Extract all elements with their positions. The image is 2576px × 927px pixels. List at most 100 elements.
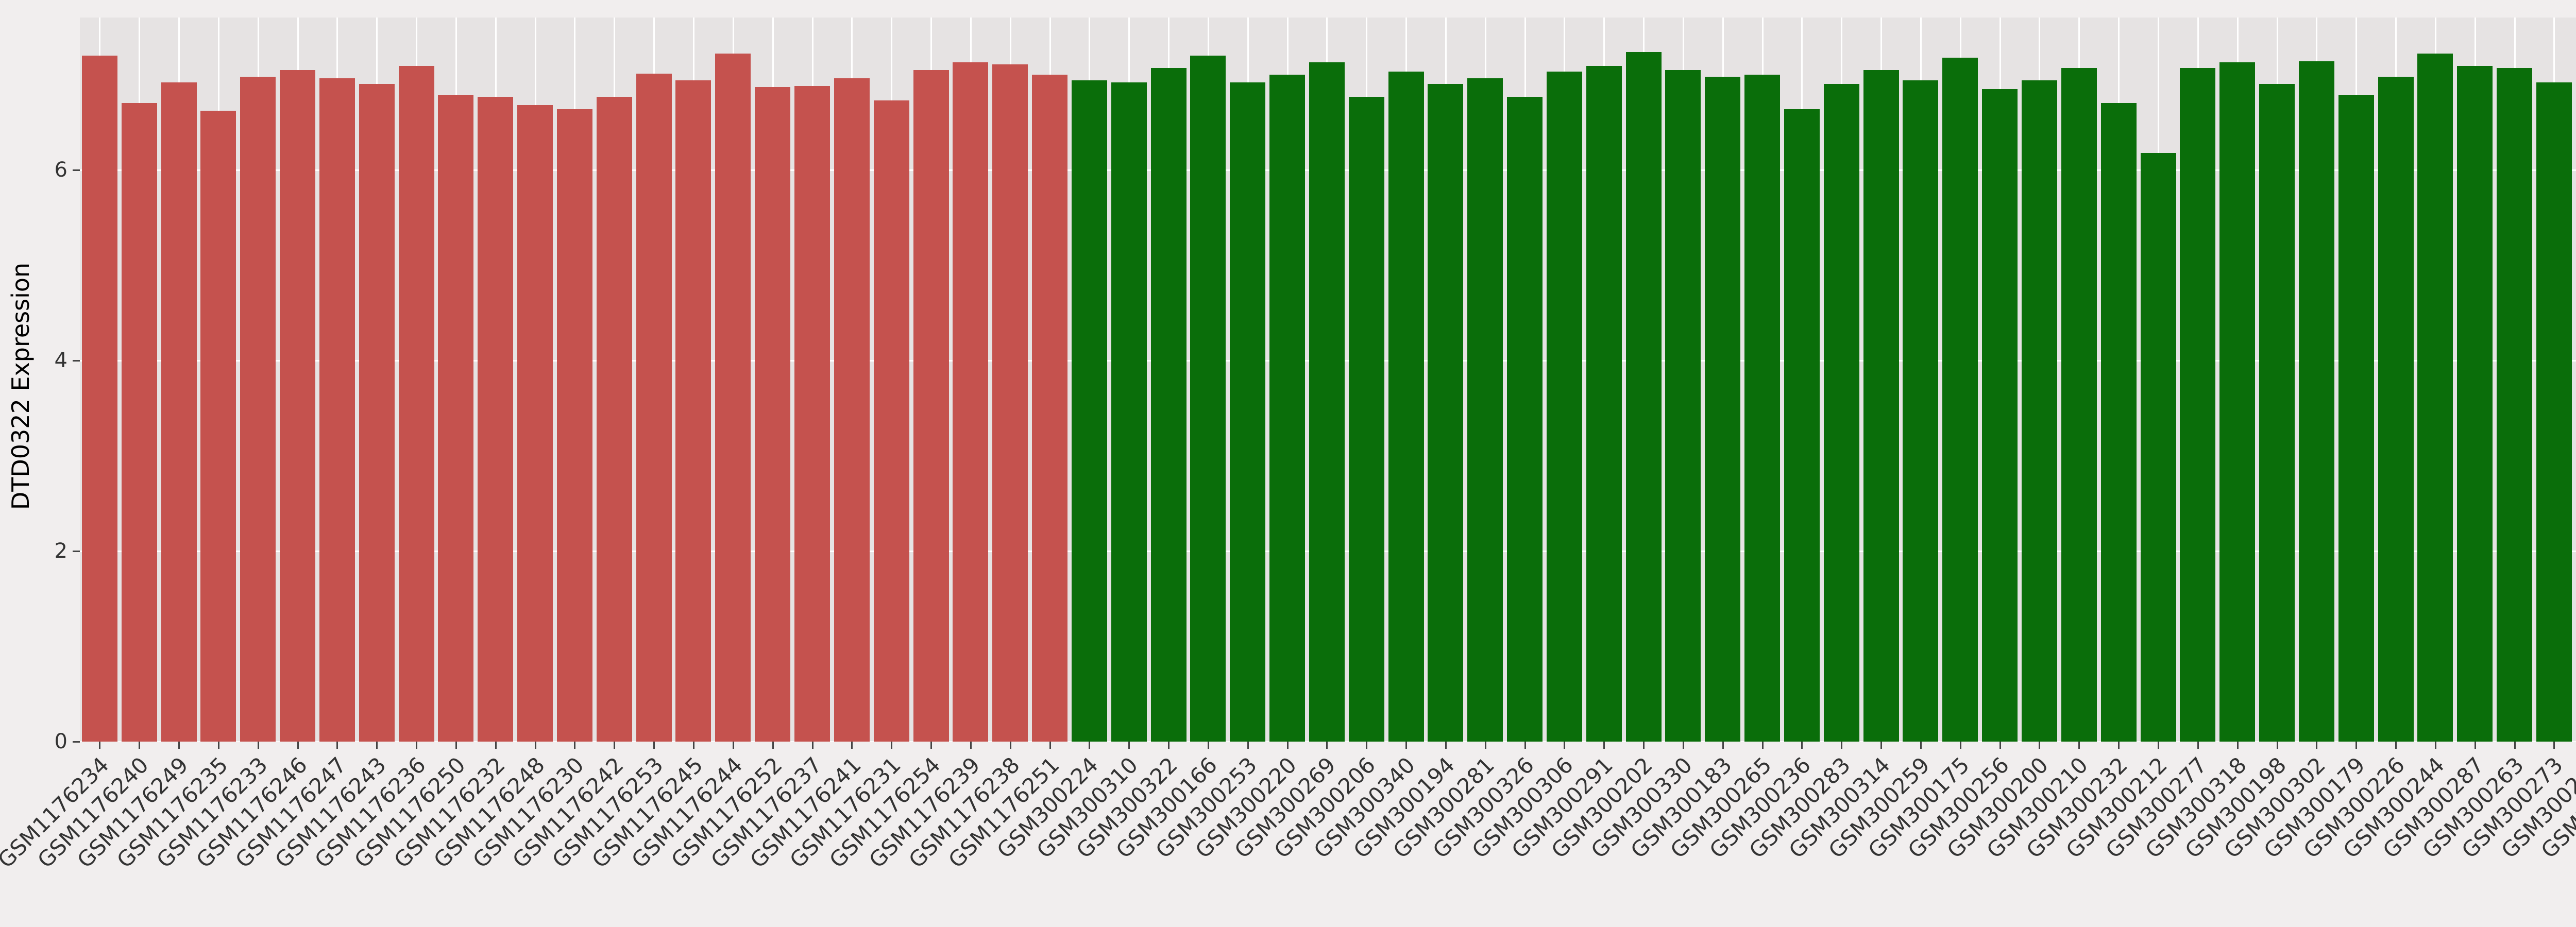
bar-GSM300263 <box>2497 68 2532 742</box>
plot-area <box>80 18 2576 742</box>
x-tick-mark <box>2118 742 2120 749</box>
bar-GSM300287 <box>2457 66 2493 742</box>
x-tick-mark <box>1643 742 1645 749</box>
y-tick-label: 4 <box>54 349 67 372</box>
bar-GSM300244 <box>2417 54 2453 742</box>
bar-GSM1176237 <box>794 86 830 742</box>
bar-GSM300265 <box>1744 75 1780 742</box>
x-tick-mark <box>1128 742 1130 749</box>
bar-GSM300322 <box>1151 68 1187 742</box>
x-tick-mark <box>258 742 259 749</box>
bar-GSM1176253 <box>636 74 672 742</box>
x-tick-mark <box>2395 742 2397 749</box>
x-tick-mark <box>1089 742 1090 749</box>
bar-GSM1176231 <box>874 100 909 742</box>
x-tick-mark <box>535 742 536 749</box>
bar-GSM300198 <box>2259 84 2295 742</box>
x-tick-mark <box>1168 742 1170 749</box>
x-tick-mark <box>812 742 814 749</box>
bar-GSM1176246 <box>280 70 315 742</box>
bar-GSM300179 <box>2338 95 2374 742</box>
x-tick-mark <box>653 742 655 749</box>
bar-GSM300253 <box>1230 82 1265 742</box>
x-tick-mark <box>2435 742 2436 749</box>
bar-GSM300226 <box>2378 77 2414 742</box>
bar-GSM300200 <box>2022 80 2057 742</box>
bar-GSM1176232 <box>478 97 513 742</box>
x-tick-mark <box>970 742 972 749</box>
bar-GSM1176238 <box>992 64 1028 742</box>
bar-GSM300232 <box>2101 103 2137 742</box>
x-tick-mark <box>930 742 932 749</box>
x-tick-mark <box>336 742 338 749</box>
bar-GSM1176233 <box>240 77 276 742</box>
bar-GSM1176235 <box>200 111 236 742</box>
y-tick-label: 0 <box>54 730 67 753</box>
bar-GSM300326 <box>1507 97 1543 742</box>
x-tick-mark <box>1326 742 1328 749</box>
x-tick-mark <box>376 742 378 749</box>
bar-GSM1176254 <box>913 70 949 742</box>
x-tick-mark <box>1445 742 1447 749</box>
x-tick-mark <box>2277 742 2278 749</box>
x-tick-mark <box>1366 742 1367 749</box>
x-tick-mark <box>1524 742 1526 749</box>
bar-GSM300310 <box>1111 82 1147 742</box>
bar-GSM300212 <box>2141 153 2176 742</box>
y-tick-mark <box>73 169 80 171</box>
x-tick-mark <box>139 742 140 749</box>
x-tick-mark <box>218 742 219 749</box>
y-tick-mark <box>73 551 80 552</box>
x-tick-mark <box>1564 742 1565 749</box>
bar-GSM1176252 <box>755 87 790 742</box>
bar-GSM1176248 <box>517 105 553 742</box>
x-tick-mark <box>1405 742 1407 749</box>
bar-GSM300259 <box>1903 80 1938 742</box>
bar-GSM300314 <box>1863 70 1899 742</box>
bar-GSM1176245 <box>675 80 711 742</box>
bar-GSM1176243 <box>359 84 395 742</box>
x-tick-mark <box>455 742 457 749</box>
x-tick-mark <box>1801 742 1803 749</box>
x-tick-mark <box>1247 742 1249 749</box>
bar-GSM1176250 <box>438 95 473 742</box>
x-tick-mark <box>2237 742 2239 749</box>
x-tick-mark <box>1999 742 2001 749</box>
x-tick-mark <box>1683 742 1684 749</box>
y-tick-label: 6 <box>54 158 67 182</box>
bar-GSM300220 <box>1269 75 1305 742</box>
x-tick-mark <box>1920 742 1922 749</box>
bar-GSM1176247 <box>319 78 355 742</box>
bar-GSM300194 <box>1428 84 1463 742</box>
bar-GSM1176240 <box>122 103 157 742</box>
bar-GSM1176236 <box>399 66 434 742</box>
bar-GSM1176244 <box>715 54 751 742</box>
bar-GSM300206 <box>1349 97 1384 742</box>
bar-GSM300166 <box>1190 56 1226 742</box>
bar-GSM300277 <box>2180 68 2215 742</box>
bar-GSM1176249 <box>161 82 197 742</box>
y-tick-mark <box>73 741 80 743</box>
bar-GSM300330 <box>1665 70 1701 742</box>
bar-GSM300283 <box>1824 84 1859 742</box>
bar-GSM300306 <box>1547 72 1582 742</box>
bar-GSM1176234 <box>82 56 117 742</box>
bar-GSM300183 <box>1705 77 1740 742</box>
bar-GSM1176230 <box>557 109 592 742</box>
x-tick-mark <box>1960 742 1961 749</box>
x-tick-mark <box>693 742 694 749</box>
x-tick-mark <box>2078 742 2080 749</box>
bar-GSM1176239 <box>953 62 988 742</box>
x-tick-mark <box>2197 742 2199 749</box>
x-tick-mark <box>178 742 180 749</box>
x-tick-mark <box>891 742 892 749</box>
x-tick-mark <box>2316 742 2317 749</box>
x-tick-mark <box>2039 742 2040 749</box>
x-tick-mark <box>495 742 497 749</box>
x-tick-mark <box>1880 742 1882 749</box>
bar-GSM300318 <box>2219 62 2255 742</box>
bar-GSM300281 <box>1467 78 1503 742</box>
x-tick-mark <box>416 742 417 749</box>
x-tick-mark <box>1010 742 1011 749</box>
bar-GSM1176241 <box>834 78 870 742</box>
